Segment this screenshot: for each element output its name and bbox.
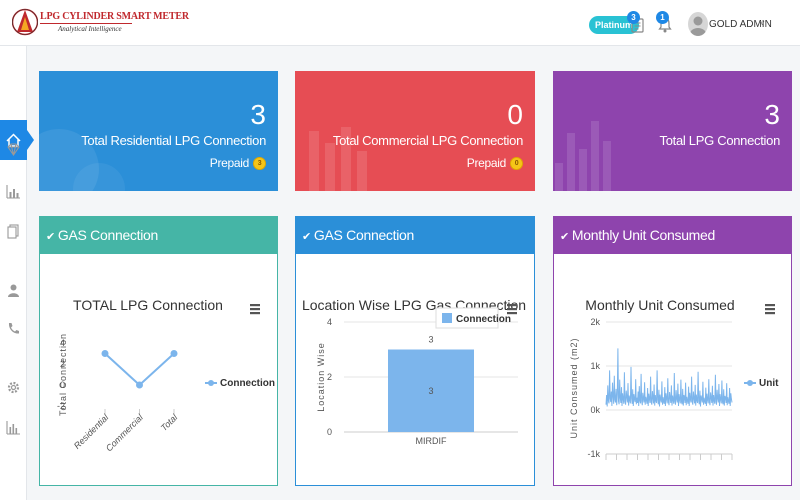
- panel-body: TOTAL LPG Connection -2 0 2 4 Total Connectio…: [39, 254, 278, 486]
- app-logo[interactable]: LPG CYLINDER SMART METER Analytical Inte…: [12, 5, 189, 41]
- series-line: [605, 348, 733, 407]
- y-axis-title: Location Wise: [316, 342, 326, 412]
- x-tick-label: Commercial: [104, 412, 146, 454]
- data-point: [101, 350, 109, 357]
- location-wise-chart: Location Wise LPG Gas Connection024Locat…: [302, 297, 526, 446]
- legend-marker: [442, 313, 452, 323]
- panel-body: Location Wise LPG Gas Connection 0 2 4 Locat…: [295, 254, 535, 486]
- active-indicator: [27, 130, 34, 150]
- phone-icon[interactable]: [5, 320, 22, 337]
- logo-title: LPG CYLINDER SMART METER: [40, 11, 189, 22]
- y-axis-title: Unit Consumed (m2): [569, 337, 579, 438]
- stat-sub-label: Prepaid 3: [210, 156, 266, 170]
- stat-value: 0: [507, 99, 523, 130]
- legend-label: Connection: [220, 378, 275, 389]
- bar-chart-icon[interactable]: [5, 183, 22, 200]
- y-tick-label: 4: [60, 338, 65, 348]
- sidebar: [0, 46, 27, 500]
- chart-menu-icon[interactable]: [250, 304, 260, 315]
- total-connection-card[interactable]: 3 Total LPG Connection: [553, 71, 792, 191]
- bar: [388, 349, 474, 432]
- legend-marker: [208, 380, 214, 386]
- stat-label: Total Residential LPG Connection: [81, 133, 266, 148]
- home-icon: [6, 133, 21, 147]
- panel-title: GAS Connection: [57, 227, 159, 243]
- logo-subtitle: Analytical Intelligence: [58, 25, 122, 33]
- stat-value: 3: [764, 99, 780, 130]
- stat-label: Total Commercial LPG Connection: [332, 133, 523, 148]
- panel-header: ✔ Monthly Unit Consumed: [553, 216, 792, 254]
- prepaid-label: Prepaid: [209, 156, 250, 170]
- check-icon: ✔: [302, 231, 311, 243]
- bar-decoration: [309, 127, 367, 191]
- settings-icon[interactable]: [5, 379, 22, 396]
- chart-title: TOTAL LPG Connection: [73, 297, 223, 313]
- y-tick-label: -1k: [587, 449, 600, 459]
- prepaid-label: Prepaid: [466, 156, 507, 170]
- y-tick-label: 0k: [590, 405, 600, 415]
- location-gas-connection-panel: ✔ GAS Connection Location Wise LPG Gas Co…: [295, 216, 535, 486]
- panel-header: ✔ GAS Connection: [39, 216, 278, 254]
- chart-menu-icon[interactable]: [765, 304, 775, 315]
- legend-label: Connection: [456, 314, 511, 325]
- panel-title: Monthly Unit Consumed: [571, 227, 716, 243]
- coin-icon: 0: [510, 156, 523, 170]
- plan-badge[interactable]: Platinum: [589, 16, 640, 34]
- chart-title: Monthly Unit Consumed: [585, 297, 734, 313]
- user-icon[interactable]: [5, 282, 22, 299]
- stat-sub-label: Prepaid 0: [467, 156, 523, 170]
- gas-connection-panel: ✔ GAS Connection TOTAL LPG Connection -2 0 2…: [39, 216, 278, 486]
- legend-label: Unit: [759, 378, 779, 389]
- bar-inner-label: 3: [428, 386, 433, 396]
- y-tick-label: 2: [327, 372, 332, 382]
- panel-header: ✔ GAS Connection: [295, 216, 535, 254]
- data-point: [136, 381, 143, 389]
- panel-title: GAS Connection: [313, 227, 415, 243]
- y-axis-title: Total Connection: [58, 333, 68, 416]
- user-avatar[interactable]: [688, 12, 708, 36]
- check-icon: ✔: [560, 231, 569, 243]
- panel-body: Monthly Unit Consumed -1k 0k 1k 2k Unit Consu…: [553, 254, 792, 486]
- data-point: [170, 350, 178, 357]
- y-tick-label: 4: [327, 317, 332, 327]
- y-tick-label: 2k: [590, 317, 600, 327]
- monthly-unit-chart: Monthly Unit Consumed -1k 0k 1k 2k Unit Consu…: [569, 297, 779, 460]
- bubble-decoration: [39, 129, 125, 191]
- y-tick-label: 0: [60, 380, 65, 390]
- x-tick-label: MIRDIF: [416, 436, 447, 446]
- notifications-count-badge: 1: [656, 11, 669, 24]
- user-name[interactable]: GOLD ADMIN: [709, 19, 772, 30]
- y-tick-label: 2: [60, 359, 65, 369]
- residential-connection-card[interactable]: 3 Total Residential LPG Connection Prepa…: [39, 71, 278, 191]
- stat-value: 3: [250, 99, 266, 130]
- stat-label: Total LPG Connection: [659, 133, 781, 148]
- y-tick-label: 0: [327, 427, 332, 437]
- series-line: [104, 352, 175, 387]
- documents-icon[interactable]: [5, 223, 22, 240]
- top-header: LPG CYLINDER SMART METER Analytical Inte…: [0, 0, 800, 46]
- y-tick-label: 1k: [590, 361, 600, 371]
- messages-count-badge: 3: [627, 11, 640, 24]
- bar-data-label: 3: [428, 335, 433, 345]
- coin-icon: 3: [253, 156, 266, 170]
- y-tick-label: -2: [57, 401, 65, 411]
- legend-marker: [747, 380, 753, 386]
- x-tick-label: Total: [159, 412, 180, 433]
- report-icon[interactable]: [5, 419, 22, 436]
- check-icon: ✔: [46, 231, 55, 243]
- bar-decoration: [555, 121, 611, 191]
- diamond-icon[interactable]: [5, 141, 22, 158]
- avatar-person-icon: [690, 16, 706, 36]
- logo-flame-icon: [12, 8, 38, 36]
- chevron-down-icon[interactable]: ˅: [760, 19, 765, 28]
- chart-menu-icon[interactable]: [507, 304, 517, 315]
- monthly-unit-panel: ✔ Monthly Unit Consumed Monthly Unit Cons…: [553, 216, 792, 486]
- commercial-connection-card[interactable]: 0 Total Commercial LPG Connection Prepai…: [295, 71, 535, 191]
- logo-divider: [40, 23, 132, 24]
